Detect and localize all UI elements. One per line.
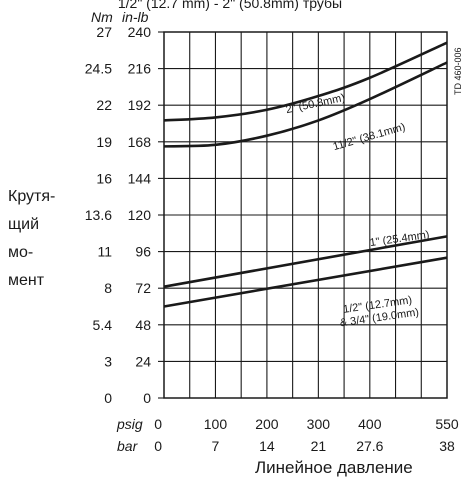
x-tick-label-psig: 200 — [255, 416, 279, 432]
y-tick-label-inlb: 192 — [128, 97, 152, 113]
grid — [158, 31, 448, 399]
y-tick-label-inlb: 0 — [143, 390, 151, 406]
x-axis-ticks: 0 0 100 7 200 14 300 21 400 27.6 550 38 — [154, 416, 459, 454]
y-tick-label-inlb: 96 — [135, 244, 151, 260]
y-axis-ticks: 0 0 3 24 5.4 48 8 72 11 96 13.6 120 16 144 19 168 22 192 2… — [85, 24, 151, 406]
series-label: 1/2" (12.7mm)& 3/4" (19.0mm) — [337, 294, 419, 330]
series-line — [163, 61, 448, 148]
y-tick-label-inlb: 24 — [135, 353, 151, 369]
y-tick-label-nm: 11 — [97, 244, 112, 260]
series-line — [163, 41, 448, 122]
x-tick-label-psig: 0 — [154, 416, 162, 432]
series-line — [163, 235, 448, 288]
x-tick-label-bar: 27.6 — [356, 438, 383, 454]
y-tick-label-nm: 13.6 — [85, 207, 112, 223]
x-unit-bar: bar — [117, 438, 139, 454]
y-tick-label-nm: 0 — [104, 390, 112, 406]
y-axis-label-line: Крутя- — [8, 188, 56, 205]
y-tick-label-nm: 8 — [104, 280, 112, 296]
y-tick-label-inlb: 48 — [135, 317, 151, 333]
y-tick-label-inlb: 216 — [128, 61, 152, 77]
y-tick-label-nm: 3 — [104, 353, 112, 369]
chart-title: 1/2" (12.7 mm) - 2" (50.8mm) трубы — [118, 0, 342, 11]
y-tick-label-nm: 16 — [96, 170, 112, 186]
x-unit-psig: psig — [116, 416, 143, 432]
y-tick-label-nm: 24.5 — [85, 61, 112, 77]
x-tick-label-bar: 14 — [259, 438, 275, 454]
series-group: 2" (50.8mm)11/2" (38.1mm)1" (25.4mm)1/2"… — [163, 41, 448, 330]
y-tick-label-nm: 5.4 — [93, 317, 113, 333]
x-tick-label-psig: 550 — [435, 416, 459, 432]
y-tick-label-inlb: 144 — [128, 170, 152, 186]
y-tick-label-inlb: 168 — [128, 134, 152, 150]
figure-id: TD 460-006 — [453, 47, 463, 95]
y-tick-label-nm: 19 — [96, 134, 112, 150]
y-axis-label-line: мент — [8, 272, 45, 289]
y-unit-inlb: in-lb — [122, 9, 149, 25]
y-axis-label: Крутя- щий мо- мент — [8, 183, 72, 295]
x-tick-label-psig: 300 — [307, 416, 331, 432]
y-tick-label-nm: 27 — [96, 24, 112, 40]
series-line — [163, 256, 448, 308]
y-tick-label-inlb: 240 — [128, 24, 152, 40]
y-unit-nm: Nm — [91, 9, 113, 25]
y-axis-label-line: щий — [8, 216, 40, 233]
x-axis-label: Линейное давление — [255, 458, 413, 477]
x-tick-label-bar: 7 — [212, 438, 220, 454]
y-tick-label-inlb: 72 — [135, 280, 151, 296]
x-tick-label-bar: 21 — [311, 438, 327, 454]
x-tick-label-bar: 0 — [154, 438, 162, 454]
y-tick-label-inlb: 120 — [128, 207, 152, 223]
x-tick-label-psig: 100 — [204, 416, 228, 432]
y-axis-label-line: мо- — [8, 244, 34, 261]
y-tick-label-nm: 22 — [96, 97, 112, 113]
x-tick-label-psig: 400 — [358, 416, 382, 432]
x-tick-label-bar: 38 — [439, 438, 455, 454]
